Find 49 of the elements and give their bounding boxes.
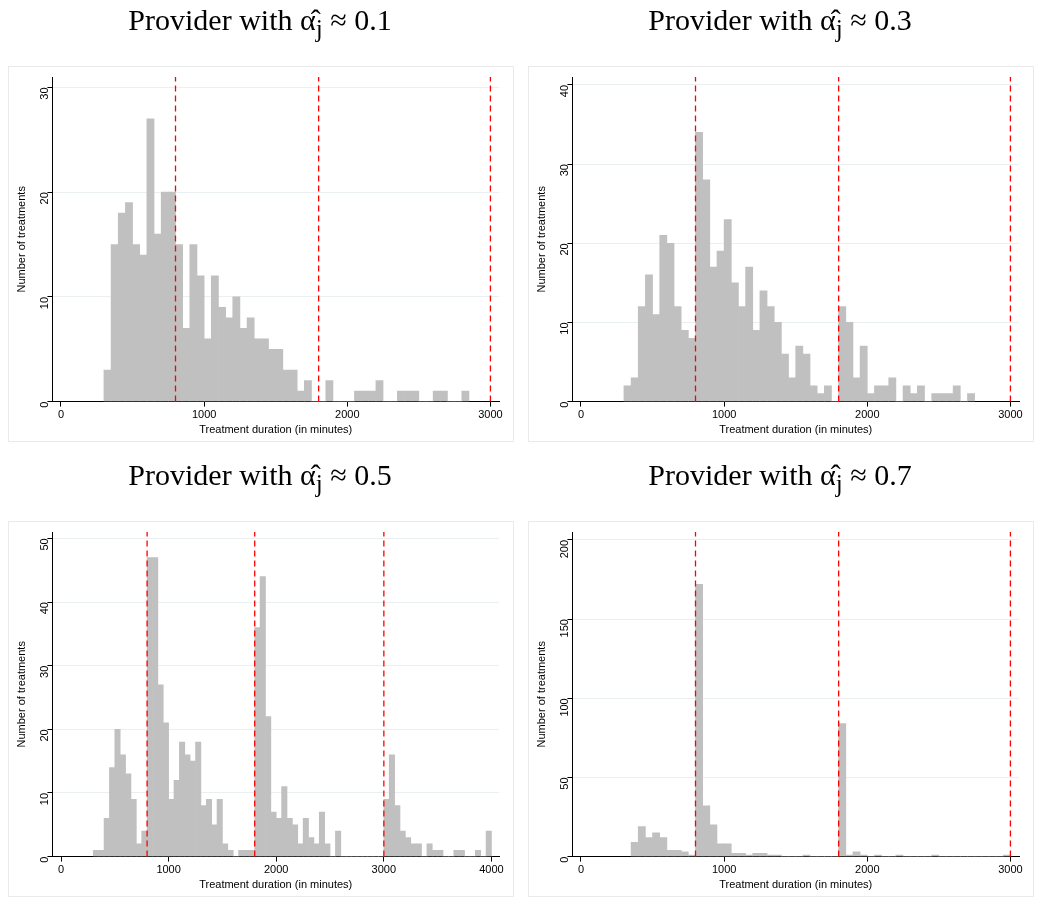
chart-title: Provider with α̂$_{j}$ ≈ 0.3 [647,2,913,44]
x-tick-label: 0 [57,863,65,876]
y-tick-label: 50 [558,777,571,790]
y-axis-title: Number of treatments [14,185,27,293]
y-tick-label: 150 [558,619,571,638]
x-tick-label: 0 [57,408,65,421]
y-tick-label: 10 [38,296,51,310]
y-tick-label: 200 [558,539,571,559]
y-tick-label: 20 [38,729,51,742]
y-tick-label: 30 [38,665,51,678]
y-tick-label: 20 [558,243,571,256]
x-tick-label: 1000 [711,863,737,876]
y-tick-label: 10 [558,322,571,335]
x-axis-title: Treatment duration (in minutes) [199,878,353,891]
x-tick-label: 4000 [479,863,504,876]
chart-title: Provider with α̂$_{j}$ ≈ 0.5 [127,457,393,499]
y-tick-label: 10 [38,792,51,806]
y-axis-title: Number of treatments [14,640,27,748]
x-tick-label: 3000 [998,408,1023,421]
x-tick-label: 2000 [264,863,289,876]
y-tick-label: 0 [38,856,51,863]
y-tick-label: 0 [558,401,571,408]
x-axis-title: Treatment duration (in minutes) [719,423,873,436]
chart-title: Provider with α̂$_{j}$ ≈ 0.1 [127,2,393,44]
y-tick-label: 30 [558,164,571,177]
y-tick-label: 40 [558,84,571,98]
x-tick-label: 1000 [711,408,737,421]
x-tick-label: 2000 [855,863,880,876]
x-tick-label: 3000 [998,863,1023,876]
y-axis-title: Number of treatments [534,185,547,293]
x-tick-label: 2000 [855,408,880,421]
x-tick-label: 1000 [156,863,181,876]
x-axis-title: Treatment duration (in minutes) [199,423,353,436]
y-tick-label: 0 [558,856,571,863]
y-tick-label: 30 [38,87,51,100]
chart-title: Provider with α̂$_{j}$ ≈ 0.7 [647,457,913,499]
y-tick-label: 40 [38,602,51,615]
x-tick-label: 2000 [335,408,360,421]
x-tick-label: 3000 [371,863,397,876]
y-tick-label: 0 [38,401,51,408]
x-tick-label: 3000 [478,408,503,421]
y-tick-label: 20 [38,192,51,205]
x-tick-label: 1000 [191,408,217,421]
y-tick-label: 50 [38,538,51,551]
y-axis-title: Number of treatments [534,640,547,748]
x-tick-label: 0 [577,863,585,876]
y-tick-label: 100 [558,698,571,717]
x-axis-title: Treatment duration (in minutes) [719,878,873,891]
x-tick-label: 0 [577,408,585,421]
